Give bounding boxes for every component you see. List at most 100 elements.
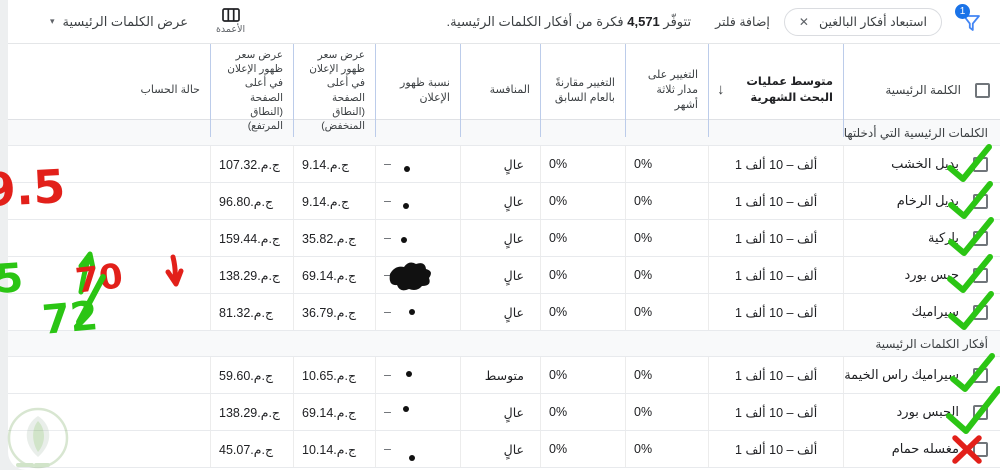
competition-value: عالٍ (460, 257, 540, 293)
header-yoy-change[interactable]: التغيير مقارنةً بالعام السابق (540, 44, 625, 138)
row-checkbox[interactable] (973, 156, 988, 172)
high-bid-value: ج.م.138.29 (210, 257, 293, 293)
monthly-searches-value: 1 ألف – 10 ألف (735, 368, 818, 383)
table-row: باركية 1 ألف – 10 ألف 0% 0% عالٍ – ج.م.3… (8, 220, 1000, 257)
monthly-searches-value: 1 ألف – 10 ألف (735, 442, 818, 457)
high-bid-value: ج.م.81.32 (210, 294, 293, 330)
three-month-change-value: 0% (625, 257, 708, 293)
row-checkbox[interactable] (973, 267, 988, 283)
filter-chip-exclude-adult[interactable]: استبعاد أفكار البالغين ✕ (783, 7, 942, 36)
yoy-change-value: 0% (540, 357, 625, 393)
low-bid-value: ج.م.69.14 (293, 257, 375, 293)
low-bid-value: ج.م.10.65 (293, 357, 375, 393)
low-bid-value: ج.م.10.14 (293, 431, 375, 467)
account-status-cell (8, 220, 210, 256)
keyword-label: سيراميك راس الخيمة (844, 367, 959, 382)
keyword-label: جبس بورد (904, 267, 959, 282)
columns-label: الأعمدة (215, 24, 246, 35)
low-bid-value: ج.م.35.82 (293, 220, 375, 256)
high-bid-value: ج.م.96.80 (210, 183, 293, 219)
impression-share-value: – (375, 294, 460, 330)
impression-share-value: – (375, 183, 460, 219)
keyword-ideas-card: 1 استبعاد أفكار البالغين ✕ إضافة فلتر تت… (8, 0, 1000, 470)
header-avg-monthly-searches[interactable]: متوسط عمليات البحث الشهرية ↓ (708, 44, 843, 138)
impression-share-value: – (375, 146, 460, 182)
yoy-change-value: 0% (540, 183, 625, 219)
low-bid-value: ج.م.69.14 (293, 394, 375, 430)
yoy-change-value: 0% (540, 257, 625, 293)
columns-button[interactable]: الأعمدة (216, 8, 245, 35)
account-status-cell (8, 431, 210, 467)
account-status-cell (8, 357, 210, 393)
competition-value: عالٍ (460, 431, 540, 467)
monthly-searches-value: 1 ألف – 10 ألف (735, 194, 818, 209)
section-title-keyword-ideas: أفكار الكلمات الرئيسية (8, 331, 1000, 357)
table-row: مغسله حمام 1 ألف – 10 ألف 0% 0% عالٍ – ج… (8, 431, 1000, 468)
monthly-searches-value: 1 ألف – 10 ألف (735, 305, 818, 320)
header-top-of-page-bid-low[interactable]: عرض سعر ظهور الإعلان في أعلى الصفحة (الن… (293, 44, 375, 138)
table-row: الجبس بورد 1 ألف – 10 ألف 0% 0% عالٍ – ج… (8, 394, 1000, 431)
monthly-searches-value: 1 ألف – 10 ألف (735, 405, 818, 420)
row-checkbox[interactable] (973, 404, 988, 420)
impression-share-value: – (375, 357, 460, 393)
add-filter-button[interactable]: إضافة فلتر (715, 15, 770, 29)
low-bid-value: ج.م.36.79 (293, 294, 375, 330)
keyword-label: مغسله حمام (891, 441, 959, 456)
ideas-count-text: تتوفّر 4,571 فكرة من أفكار الكلمات الرئي… (446, 13, 692, 29)
row-checkbox[interactable] (973, 441, 988, 457)
account-status-cell (8, 394, 210, 430)
account-status-cell (8, 294, 210, 330)
view-dropdown[interactable]: عرض الكلمات الرئيسية ▾ (50, 14, 188, 30)
header-competition[interactable]: المنافسة (460, 44, 540, 138)
keyword-label: بديل الرخام (896, 193, 959, 208)
yoy-change-value: 0% (540, 294, 625, 330)
section-title-entered-keywords: الكلمات الرئيسية التي أدخلتها (8, 120, 1000, 146)
three-month-change-value: 0% (625, 220, 708, 256)
table-row: سيراميك راس الخيمة 1 ألف – 10 ألف 0% 0% … (8, 357, 1000, 394)
yoy-change-value: 0% (540, 146, 625, 182)
competition-value: عالٍ (460, 183, 540, 219)
header-top-of-page-bid-high[interactable]: عرض سعر ظهور الإعلان في أعلى الصفحة (الن… (210, 44, 293, 138)
toolbar: 1 استبعاد أفكار البالغين ✕ إضافة فلتر تت… (8, 0, 1000, 44)
monthly-searches-value: 1 ألف – 10 ألف (735, 231, 818, 246)
header-account-status[interactable]: حالة الحساب (140, 84, 201, 97)
filter-button[interactable]: 1 (955, 3, 986, 37)
columns-icon (221, 8, 240, 22)
three-month-change-value: 0% (625, 294, 708, 330)
high-bid-value: ج.م.138.29 (210, 394, 293, 430)
keyword-label: سيراميك (911, 304, 959, 319)
row-checkbox[interactable] (973, 193, 988, 209)
competition-value: عالٍ (460, 294, 540, 330)
header-ad-impression-share[interactable]: نسبة ظهور الإعلان (375, 44, 460, 138)
filter-count-badge: 1 (955, 3, 970, 19)
table-row: جبس بورد 1 ألف – 10 ألف 0% 0% عالٍ – ج.م… (8, 257, 1000, 294)
keyword-label: الجبس بورد (896, 404, 959, 419)
table-header-row: الكلمة الرئيسية متوسط عمليات البحث الشهر… (8, 44, 1000, 138)
impression-share-value: – (375, 257, 460, 293)
header-three-month-change[interactable]: التغيير على مدار ثلاثة أشهر (625, 44, 708, 138)
row-checkbox[interactable] (973, 304, 988, 320)
impression-share-value: – (375, 220, 460, 256)
table-row: سيراميك 1 ألف – 10 ألف 0% 0% عالٍ – ج.م.… (8, 294, 1000, 331)
select-all-checkbox[interactable] (975, 83, 990, 99)
high-bid-value: ج.م.159.44 (210, 220, 293, 256)
three-month-change-value: 0% (625, 394, 708, 430)
low-bid-value: ج.م.9.14 (293, 146, 375, 182)
three-month-change-value: 0% (625, 357, 708, 393)
competition-value: عالٍ (460, 394, 540, 430)
impression-share-value: – (375, 394, 460, 430)
chevron-down-icon: ▾ (50, 16, 55, 26)
row-checkbox[interactable] (973, 367, 988, 383)
three-month-change-value: 0% (625, 431, 708, 467)
impression-share-value: – (375, 431, 460, 467)
high-bid-value: ج.م.107.32 (210, 146, 293, 182)
account-status-cell (8, 183, 210, 219)
account-status-cell (8, 257, 210, 293)
view-dropdown-label: عرض الكلمات الرئيسية (62, 13, 188, 29)
row-checkbox[interactable] (973, 230, 988, 246)
yoy-change-value: 0% (540, 220, 625, 256)
competition-value: عالٍ (460, 220, 540, 256)
account-status-cell (8, 146, 210, 182)
chip-close-icon[interactable]: ✕ (798, 14, 809, 29)
low-bid-value: ج.م.9.14 (293, 183, 375, 219)
